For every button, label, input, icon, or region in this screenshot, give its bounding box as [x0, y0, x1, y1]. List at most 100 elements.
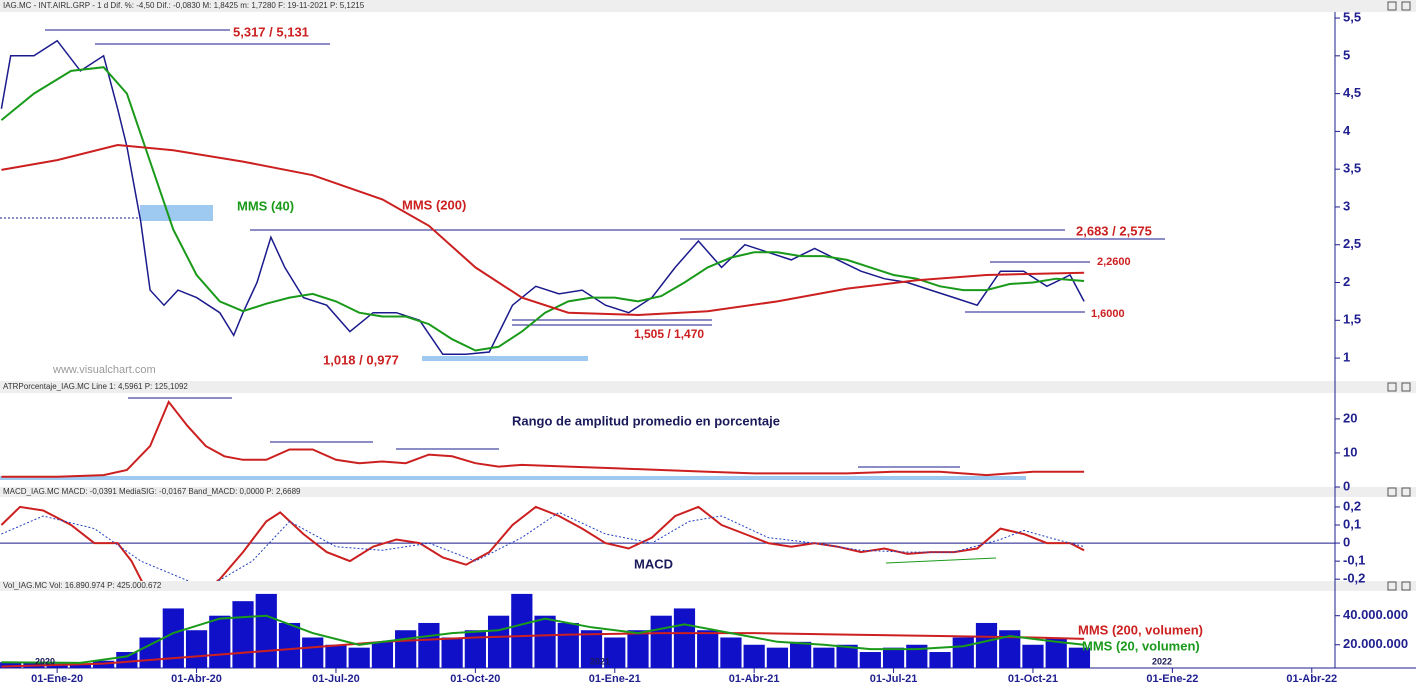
- series-line: [1, 632, 1085, 668]
- volume-bar: [766, 647, 789, 668]
- volume-bar: [906, 644, 928, 668]
- annotation: Rango de amplitud promedio en porcentaje: [512, 413, 780, 428]
- panel: [0, 593, 1091, 668]
- volume-bar: [116, 652, 138, 668]
- volume-bar: [418, 622, 440, 668]
- volume-bar: [534, 615, 556, 668]
- y-tick-label: 2: [1343, 274, 1350, 289]
- x-tick-label: 01-Ene-22: [1146, 673, 1198, 685]
- window-button: [1401, 581, 1411, 591]
- volume-bar: [627, 630, 649, 668]
- panel-title: Vol_IAG.MC Vol: 16.890.974 P: 425.000.67…: [3, 581, 162, 590]
- series-line: [1, 143, 1085, 317]
- volume-bar: [975, 622, 998, 668]
- series-line: [0, 66, 1085, 352]
- panel-headers: [0, 0, 1416, 669]
- highlight-box: [422, 356, 588, 361]
- series-line: [1, 399, 1085, 478]
- annotation: 1,505 / 1,470: [634, 327, 704, 341]
- series-line: [0, 505, 1085, 581]
- highlight-box: [0, 476, 1026, 480]
- y-tick-label: 20: [1343, 410, 1357, 425]
- y-tick-label: 1: [1343, 350, 1350, 365]
- window-button: [1387, 581, 1397, 591]
- window-button: [1401, 1, 1411, 11]
- annotation: 2022: [1152, 656, 1172, 666]
- window-button: [1387, 1, 1397, 11]
- header-strip: [0, 381, 1416, 393]
- volume-bar: [325, 644, 347, 668]
- x-tick-label: 01-Jul-20: [312, 673, 360, 685]
- drawings: [0, 29, 1165, 564]
- annotation: 1,6000: [1091, 308, 1125, 320]
- y-tick-label: -0,2: [1343, 571, 1365, 586]
- x-tick-label: 01-Oct-21: [1008, 673, 1058, 685]
- volume-bar: [487, 615, 510, 668]
- volume-bar: [302, 637, 324, 668]
- series-label: MMS (20, volumen): [1082, 638, 1200, 653]
- y-tick-label: 0: [1343, 478, 1350, 493]
- x-tick-label: 01-Abr-22: [1286, 673, 1337, 685]
- annotation: 2021: [590, 656, 610, 666]
- volume-bar: [952, 637, 974, 668]
- y-tick-label: 4,5: [1343, 85, 1361, 100]
- y-tick-label: 4: [1343, 123, 1351, 138]
- volume-bar: [929, 652, 951, 668]
- volume-bar: [1045, 637, 1067, 668]
- window-button: [1387, 382, 1397, 392]
- y-tick-label: 3,5: [1343, 161, 1361, 176]
- volume-bar: [580, 630, 603, 668]
- y-tick-label: 10: [1343, 444, 1357, 459]
- volume-bar: [348, 647, 370, 668]
- panel: [0, 505, 1335, 581]
- window-button: [1401, 382, 1411, 392]
- y-tick-label: 3: [1343, 198, 1350, 213]
- y-tick-label: 0: [1343, 535, 1350, 550]
- annotation: 5,317 / 5,131: [233, 24, 309, 39]
- y-tick-label: 40.000.000: [1343, 607, 1408, 622]
- volume-bar: [395, 630, 417, 668]
- window-button: [1387, 487, 1397, 497]
- y-tick-label: 5: [1343, 47, 1350, 62]
- volume-bar: [836, 644, 858, 668]
- volume-bar: [511, 593, 533, 668]
- panel-title: ATRPorcentaje_IAG.MC Line 1: 4,5961 P: 1…: [3, 382, 188, 391]
- volume-bar: [697, 630, 719, 668]
- series-label: MMS (200): [402, 197, 466, 212]
- series-line: [1, 511, 1085, 581]
- volume-bar: [209, 615, 231, 668]
- volume-bar: [999, 630, 1021, 668]
- panel: [1, 399, 1085, 478]
- x-tick-label: 01-Oct-20: [450, 673, 500, 685]
- volume-bar: [859, 652, 881, 668]
- y-tick-label: 2,5: [1343, 236, 1361, 251]
- y-tick-label: 0,1: [1343, 516, 1361, 531]
- highlight-box: [140, 205, 213, 221]
- header-strip: [0, 487, 1416, 497]
- volume-bar: [882, 647, 905, 668]
- volume-bar: [557, 622, 579, 668]
- volume-bar: [1068, 647, 1091, 668]
- header-strip: [0, 0, 1416, 12]
- volume-bar: [162, 608, 184, 668]
- volume-bar: [1022, 644, 1044, 668]
- panel-title: IAG.MC - INT.AIRL.GRP - 1 d Dif. %: -4,5…: [3, 1, 365, 10]
- annotation: www.visualchart.com: [52, 364, 156, 376]
- x-tick-label: 01-Ene-21: [589, 673, 641, 685]
- panel-title: MACD_IAG.MC MACD: -0,0391 MediaSIG: -0,0…: [3, 487, 301, 496]
- volume-bar: [232, 601, 254, 668]
- annotation: 2,2600: [1097, 256, 1131, 268]
- x-tick-label: 01-Ene-20: [31, 673, 83, 685]
- y-tick-label: 5,5: [1343, 9, 1361, 24]
- volume-bar: [441, 637, 463, 668]
- volume-bar: [650, 615, 672, 668]
- volume-bar: [743, 644, 765, 668]
- divergence-line: [885, 557, 997, 564]
- annotation: MACD: [634, 556, 673, 571]
- volume-bar: [720, 637, 742, 668]
- volume-bar: [604, 637, 626, 668]
- x-tick-label: 01-Jul-21: [870, 673, 918, 685]
- volume-bar: [673, 608, 696, 668]
